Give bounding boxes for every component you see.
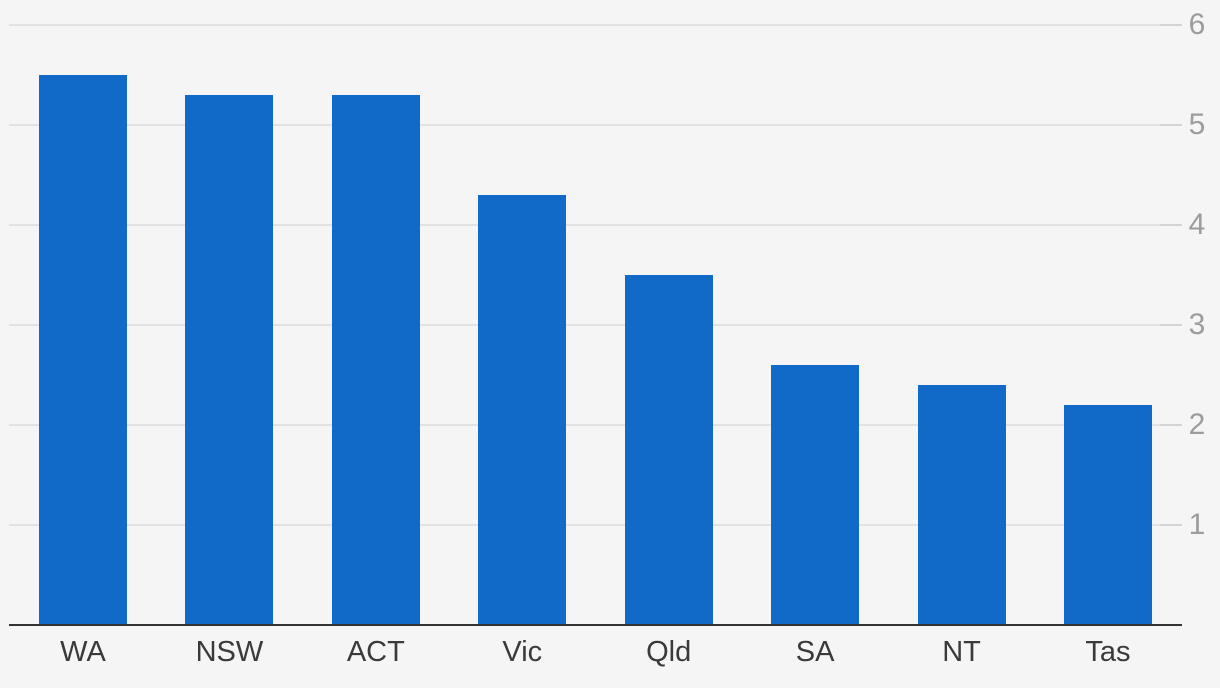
x-tick-label-vic: Vic xyxy=(502,636,543,668)
bar-nt xyxy=(917,385,1006,625)
bar-tas xyxy=(1064,405,1152,625)
y-axis-tick xyxy=(1160,324,1182,326)
gridline xyxy=(9,524,1160,526)
x-tick-label-sa: SA xyxy=(795,636,835,668)
gridline xyxy=(9,24,1160,26)
y-tick-label: 6 xyxy=(1188,8,1206,41)
gridline xyxy=(9,324,1160,326)
bar-nsw xyxy=(185,95,274,625)
gridline xyxy=(9,424,1160,426)
x-tick-label-wa: WA xyxy=(60,636,106,668)
gridline xyxy=(9,124,1160,126)
gridline xyxy=(9,224,1160,226)
y-tick-label: 2 xyxy=(1188,408,1206,441)
x-axis-line xyxy=(9,624,1182,626)
y-tick-label: 4 xyxy=(1188,208,1206,241)
bar-qld xyxy=(624,275,713,625)
y-tick-label: 1 xyxy=(1188,508,1206,541)
x-tick-label-tas: Tas xyxy=(1085,636,1131,668)
x-tick-label-qld: Qld xyxy=(646,636,692,668)
x-tick-label-nsw: NSW xyxy=(195,636,264,668)
y-axis-tick xyxy=(1160,524,1182,526)
x-tick-label-nt: NT xyxy=(942,636,981,668)
y-axis-tick xyxy=(1160,124,1182,126)
bar-wa xyxy=(39,75,127,625)
y-tick-label: 3 xyxy=(1188,308,1206,341)
bar-vic xyxy=(478,195,567,625)
y-axis-tick xyxy=(1160,24,1182,26)
bar-sa xyxy=(771,365,860,625)
y-axis-tick xyxy=(1160,424,1182,426)
y-tick-label: 5 xyxy=(1188,108,1206,141)
x-tick-label-act: ACT xyxy=(346,636,405,668)
bar-act xyxy=(331,95,420,625)
y-axis-tick xyxy=(1160,224,1182,226)
